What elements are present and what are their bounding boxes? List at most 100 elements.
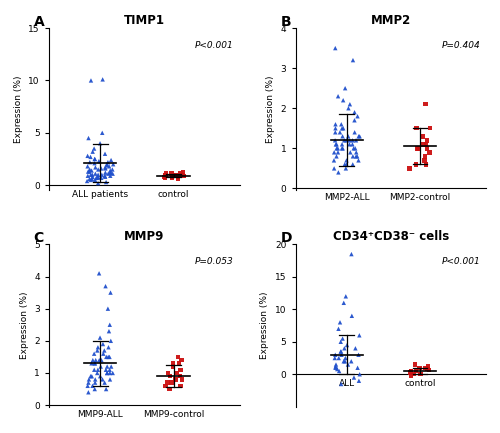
Title: TIMP1: TIMP1	[124, 14, 165, 27]
Point	[412, 361, 420, 368]
Point	[416, 364, 424, 371]
Point	[88, 360, 96, 367]
Point	[106, 172, 114, 179]
Point	[406, 165, 413, 172]
Point	[106, 353, 114, 360]
Point	[332, 351, 340, 358]
Point	[91, 379, 99, 386]
Point	[332, 364, 340, 371]
Point	[90, 366, 98, 373]
Point	[350, 109, 358, 116]
Point	[96, 140, 104, 147]
Point	[164, 369, 172, 376]
Point	[102, 283, 110, 290]
Point	[94, 347, 102, 354]
Point	[332, 363, 340, 370]
Point	[92, 164, 100, 171]
Point	[98, 376, 106, 383]
Point	[104, 353, 112, 360]
Point	[349, 153, 357, 160]
Point	[348, 312, 356, 319]
Point	[95, 270, 103, 277]
Point	[178, 357, 186, 364]
Point	[94, 171, 102, 178]
Point	[332, 361, 340, 368]
Point	[94, 173, 102, 180]
Point	[334, 169, 342, 176]
Point	[412, 125, 420, 132]
Title: MMP2: MMP2	[370, 14, 411, 27]
Point	[100, 347, 108, 354]
Point	[340, 345, 348, 352]
Point	[98, 174, 106, 181]
Point	[332, 145, 340, 152]
Y-axis label: Expression (%): Expression (%)	[20, 292, 28, 359]
Point	[356, 133, 364, 140]
Text: B: B	[280, 15, 291, 29]
Point	[95, 357, 103, 364]
Point	[162, 171, 170, 178]
Point	[333, 365, 341, 372]
Point	[338, 121, 345, 128]
Point	[96, 334, 104, 341]
Point	[172, 171, 179, 178]
Point	[334, 93, 342, 100]
Point	[94, 166, 102, 173]
Point	[180, 172, 188, 179]
Point	[335, 368, 343, 375]
Point	[174, 175, 182, 182]
Point	[88, 382, 96, 389]
Point	[173, 172, 181, 179]
Point	[176, 366, 184, 373]
Point	[332, 45, 340, 52]
Point	[352, 345, 360, 352]
Point	[176, 373, 184, 380]
Point	[340, 299, 348, 306]
Point	[101, 172, 109, 179]
Point	[106, 167, 114, 174]
Point	[91, 155, 99, 162]
Point	[175, 360, 183, 367]
Point	[422, 153, 430, 160]
Point	[334, 325, 342, 332]
Point	[352, 137, 360, 144]
Point	[172, 376, 179, 383]
Point	[106, 289, 114, 296]
Point	[331, 137, 339, 144]
Point	[86, 175, 94, 182]
Point	[426, 125, 434, 132]
Point	[86, 158, 94, 165]
Point	[87, 171, 95, 178]
Point	[340, 161, 348, 168]
Text: D: D	[280, 231, 292, 246]
Point	[350, 145, 358, 152]
Point	[426, 149, 434, 156]
Point	[336, 338, 344, 345]
Title: CD34⁺CD38⁻ cells: CD34⁺CD38⁻ cells	[332, 230, 449, 243]
Point	[87, 177, 95, 184]
Point	[176, 170, 184, 177]
Point	[168, 173, 175, 180]
Point	[178, 171, 186, 178]
Point	[84, 168, 92, 175]
Point	[341, 85, 349, 92]
Point	[102, 165, 110, 172]
Point	[424, 363, 432, 370]
Point	[166, 386, 173, 393]
Point	[406, 369, 414, 376]
Point	[348, 358, 356, 365]
Point	[84, 379, 92, 386]
Point	[338, 335, 346, 342]
Point	[330, 149, 338, 156]
Point	[108, 369, 116, 376]
Point	[85, 376, 93, 383]
Point	[352, 149, 360, 156]
Point	[340, 358, 347, 365]
Point	[356, 332, 364, 339]
Point	[174, 353, 182, 360]
Point	[342, 157, 350, 164]
Point	[354, 113, 362, 120]
Point	[90, 350, 98, 357]
Point	[341, 358, 349, 365]
Point	[86, 166, 94, 173]
